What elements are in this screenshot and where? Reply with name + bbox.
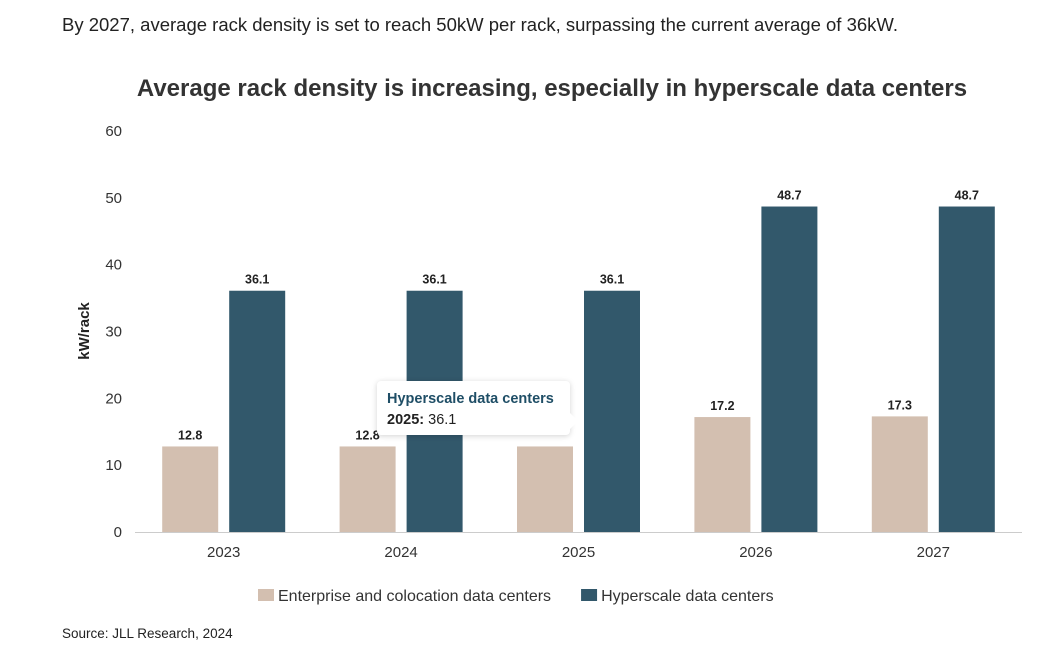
legend-swatch: [258, 589, 274, 601]
bar: [162, 446, 219, 532]
x-tick-label: 2026: [739, 544, 772, 561]
bar: [229, 290, 286, 532]
tooltip-series: Hyperscale data centers: [387, 391, 554, 407]
y-tick-label: 30: [105, 324, 122, 341]
bar: [694, 417, 751, 532]
data-label: 12.8: [178, 428, 202, 442]
legend-label: Hyperscale data centers: [601, 588, 774, 605]
intro-text: By 2027, average rack density is set to …: [62, 14, 898, 35]
chart-title: Average rack density is increasing, espe…: [137, 75, 967, 102]
y-tick-label: 10: [105, 457, 122, 474]
x-tick-label: 2027: [917, 544, 950, 561]
y-tick-label: 20: [105, 390, 122, 407]
x-tick-label: 2023: [207, 544, 240, 561]
bar: [339, 446, 396, 532]
bar: [517, 446, 573, 532]
data-label: 17.3: [888, 398, 912, 412]
x-tick-label: 2025: [562, 544, 595, 561]
data-label: 48.7: [955, 189, 979, 203]
bar: [938, 206, 995, 532]
source-note: Source: JLL Research, 2024: [62, 626, 233, 641]
y-axis-label: kW/rack: [76, 302, 93, 360]
data-label: 17.2: [710, 399, 734, 413]
y-tick-label: 50: [105, 190, 122, 207]
bar: [871, 416, 928, 532]
x-tick-label: 2024: [384, 544, 417, 561]
y-tick-label: 40: [105, 257, 122, 274]
tooltip-category: 2025:: [387, 412, 425, 428]
data-label: 36.1: [245, 273, 269, 287]
bar: [761, 206, 818, 532]
tooltip-value: 36.1: [428, 412, 457, 428]
bar: [584, 290, 640, 532]
data-label: 48.7: [777, 189, 801, 203]
y-tick-label: 60: [105, 123, 122, 140]
data-label: 36.1: [600, 273, 624, 287]
legend-swatch: [581, 589, 598, 601]
data-label: 36.1: [422, 273, 446, 287]
legend-label: Enterprise and colocation data centers: [278, 588, 551, 605]
tooltip: Hyperscale data centers 2025: 36.1: [377, 381, 578, 435]
y-tick-label: 0: [114, 524, 122, 541]
data-label: 12.8: [355, 428, 379, 442]
